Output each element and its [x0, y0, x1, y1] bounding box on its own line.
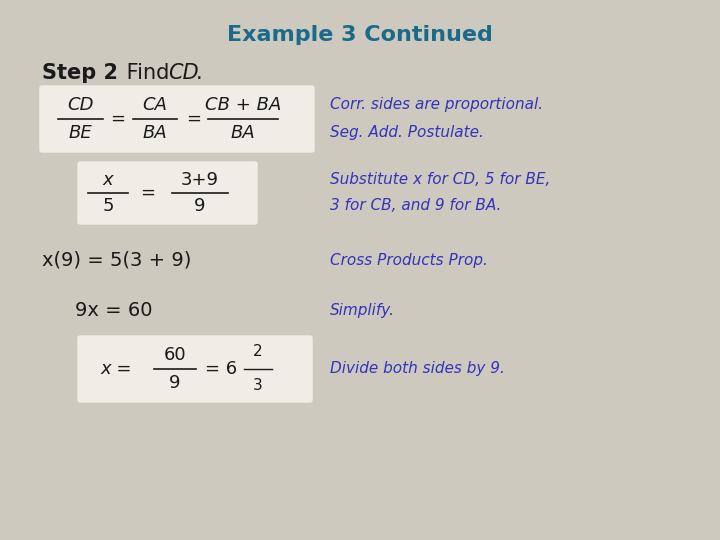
- Text: 9x = 60: 9x = 60: [75, 300, 153, 320]
- Text: =: =: [186, 110, 202, 128]
- Text: CB + BA: CB + BA: [204, 96, 282, 114]
- Text: x: x: [103, 171, 113, 189]
- Text: =: =: [110, 110, 125, 128]
- Text: BE: BE: [68, 124, 92, 142]
- Text: 5: 5: [102, 197, 114, 215]
- Text: .: .: [196, 63, 202, 83]
- Text: Step 2: Step 2: [42, 63, 118, 83]
- Text: 2: 2: [253, 345, 263, 360]
- FancyBboxPatch shape: [40, 86, 314, 152]
- Text: Seg. Add. Postulate.: Seg. Add. Postulate.: [330, 125, 484, 140]
- Text: CA: CA: [143, 96, 168, 114]
- Text: x(9) = 5(3 + 9): x(9) = 5(3 + 9): [42, 251, 192, 269]
- Text: 3+9: 3+9: [181, 171, 219, 189]
- Text: BA: BA: [230, 124, 256, 142]
- Text: Find: Find: [120, 63, 176, 83]
- Text: Divide both sides by 9.: Divide both sides by 9.: [330, 361, 505, 376]
- Text: Corr. sides are proportional.: Corr. sides are proportional.: [330, 98, 543, 112]
- Text: 3 for CB, and 9 for BA.: 3 for CB, and 9 for BA.: [330, 199, 501, 213]
- FancyBboxPatch shape: [78, 162, 257, 224]
- Text: =: =: [140, 184, 156, 202]
- Text: CD: CD: [67, 96, 94, 114]
- Text: x =: x =: [100, 360, 132, 378]
- Text: CD: CD: [168, 63, 199, 83]
- Text: Substitute x for CD, 5 for BE,: Substitute x for CD, 5 for BE,: [330, 172, 550, 187]
- Text: 9: 9: [169, 374, 181, 392]
- Text: Cross Products Prop.: Cross Products Prop.: [330, 253, 488, 267]
- Text: Example 3 Continued: Example 3 Continued: [227, 25, 493, 45]
- FancyBboxPatch shape: [78, 336, 312, 402]
- Text: 3: 3: [253, 379, 263, 394]
- Text: 9: 9: [194, 197, 206, 215]
- Text: BA: BA: [143, 124, 167, 142]
- Text: = 6: = 6: [205, 360, 237, 378]
- Text: Simplify.: Simplify.: [330, 302, 395, 318]
- Text: 60: 60: [163, 346, 186, 364]
